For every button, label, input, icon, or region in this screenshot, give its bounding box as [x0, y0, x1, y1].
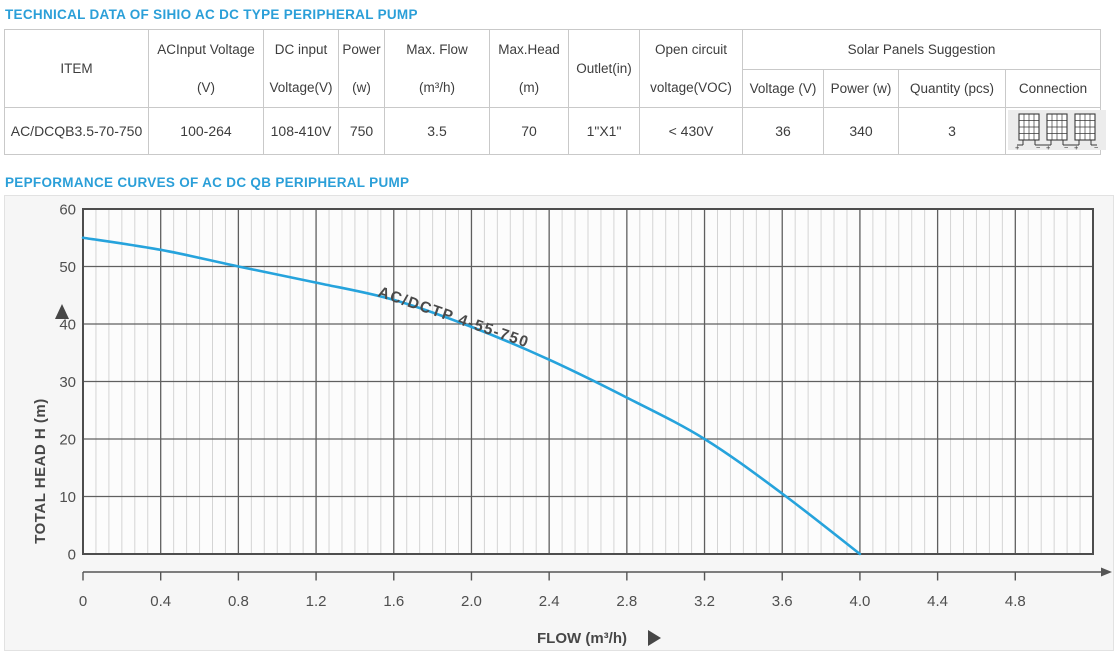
- pump-curve: [81, 236, 862, 556]
- svg-text:+: +: [1074, 143, 1079, 150]
- ac-input-line1: ACInput Voltage: [157, 42, 255, 57]
- x-tick-label: 4.8: [1005, 593, 1026, 610]
- col-header-max-head: Max.Head (m): [489, 29, 569, 108]
- x-tick-label: 4.0: [849, 593, 870, 610]
- max-head-line2: (m): [518, 80, 540, 95]
- dc-input-line2: Voltage(V): [269, 80, 333, 95]
- ac-input-line2: (V): [197, 80, 215, 95]
- x-tick-label: 2.4: [539, 593, 560, 610]
- x-tick-label: 0.8: [228, 593, 249, 610]
- x-tick-label: 2.8: [616, 593, 637, 610]
- x-axis-title: FLOW (m³/h): [537, 630, 627, 647]
- x-tick-label: 0.4: [150, 593, 171, 610]
- x-tick-label: 1.6: [383, 593, 404, 610]
- cell-item: AC/DCQB3.5-70-750: [4, 107, 149, 155]
- cell-dc-input: 108-410V: [263, 107, 339, 155]
- table-row: AC/DCQB3.5-70-750 100-264 108-410V 750 3…: [4, 107, 1106, 155]
- svg-text:−: −: [1036, 143, 1041, 150]
- x-tick-label: 3.6: [772, 593, 793, 610]
- col-header-open-circuit: Open circuit voltage(VOC): [639, 29, 743, 108]
- y-tick-label: 30: [59, 374, 76, 391]
- y-tick-label: 50: [59, 259, 76, 276]
- max-flow-line2: (m³/h): [419, 80, 455, 95]
- y-tick-label: 10: [59, 489, 76, 506]
- solar-panels-series-icon: + − + − + −: [1008, 109, 1106, 152]
- col-header-dc-input: DC input Voltage(V): [263, 29, 339, 108]
- open-circuit-line2: voltage(VOC): [650, 80, 732, 95]
- x-tick-label: 1.2: [306, 593, 327, 610]
- col-header-power: Power (w): [338, 29, 385, 108]
- col-header-max-flow: Max. Flow (m³/h): [384, 29, 490, 108]
- cell-max-head: 70: [489, 107, 569, 155]
- col-header-outlet: Outlet(in): [568, 29, 640, 108]
- y-axis-title: TOTAL HEAD H (m): [32, 398, 49, 544]
- cell-outlet: 1"X1": [568, 107, 640, 155]
- max-head-line1: Max.Head: [498, 42, 560, 57]
- svg-text:+: +: [1015, 143, 1020, 150]
- y-tick-label: 60: [59, 202, 76, 219]
- col-header-solar-power: Power (w): [823, 69, 899, 108]
- col-header-solar-group: Solar Panels Suggestion: [741, 29, 1102, 70]
- performance-chart: AC/DCTP 4-55-750 0 0.4 0.8 1.2 1.6 2.0 2.4 2.8 3.…: [4, 195, 1114, 651]
- technical-data-title: TECHNICAL DATA OF SIHIO AC DC TYPE PERIP…: [5, 7, 418, 22]
- svg-text:+: +: [1046, 143, 1051, 150]
- flow-arrow-icon: [648, 630, 661, 646]
- y-tick-label: 0: [68, 547, 76, 564]
- cell-max-flow: 3.5: [384, 107, 490, 155]
- x-tick-label: 3.2: [694, 593, 715, 610]
- max-flow-line1: Max. Flow: [406, 42, 468, 57]
- y-tick-label: 20: [59, 432, 76, 449]
- performance-curves-title: PEPFORMANCE CURVES OF AC DC QB PERIPHERA…: [5, 175, 410, 190]
- svg-text:−: −: [1064, 143, 1069, 150]
- x-tick-label: 0: [79, 593, 87, 610]
- col-header-solar-voltage: Voltage (V): [742, 69, 824, 108]
- col-header-solar-quantity: Quantity (pcs): [898, 69, 1006, 108]
- svg-text:−: −: [1094, 143, 1099, 150]
- cell-solar-power: 340: [823, 107, 899, 155]
- cell-connection: + − + − + −: [1004, 107, 1106, 155]
- power-line1: Power: [342, 42, 381, 57]
- x-axis-arrow-icon: [1101, 567, 1112, 577]
- open-circuit-line1: Open circuit: [654, 42, 728, 57]
- x-tick-label: 4.4: [927, 593, 948, 610]
- technical-data-table: ITEM ACInput Voltage (V) DC input Voltage(…: [4, 29, 1106, 155]
- cell-solar-quantity: 3: [898, 107, 1006, 155]
- cell-power: 750: [338, 107, 385, 155]
- power-line2: (w): [352, 80, 371, 95]
- cell-ac-input: 100-264: [148, 107, 264, 155]
- y-tick-label: 40: [59, 317, 76, 334]
- col-header-item: ITEM: [4, 29, 149, 108]
- cell-solar-voltage: 36: [742, 107, 824, 155]
- col-header-connection: Connection: [1004, 69, 1102, 108]
- y-axis-arrow-icon: [55, 304, 69, 319]
- dc-input-line1: DC input: [274, 42, 328, 57]
- x-tick-label: 2.0: [461, 593, 482, 610]
- cell-open-circuit: < 430V: [639, 107, 743, 155]
- col-header-ac-input: ACInput Voltage (V): [148, 29, 264, 108]
